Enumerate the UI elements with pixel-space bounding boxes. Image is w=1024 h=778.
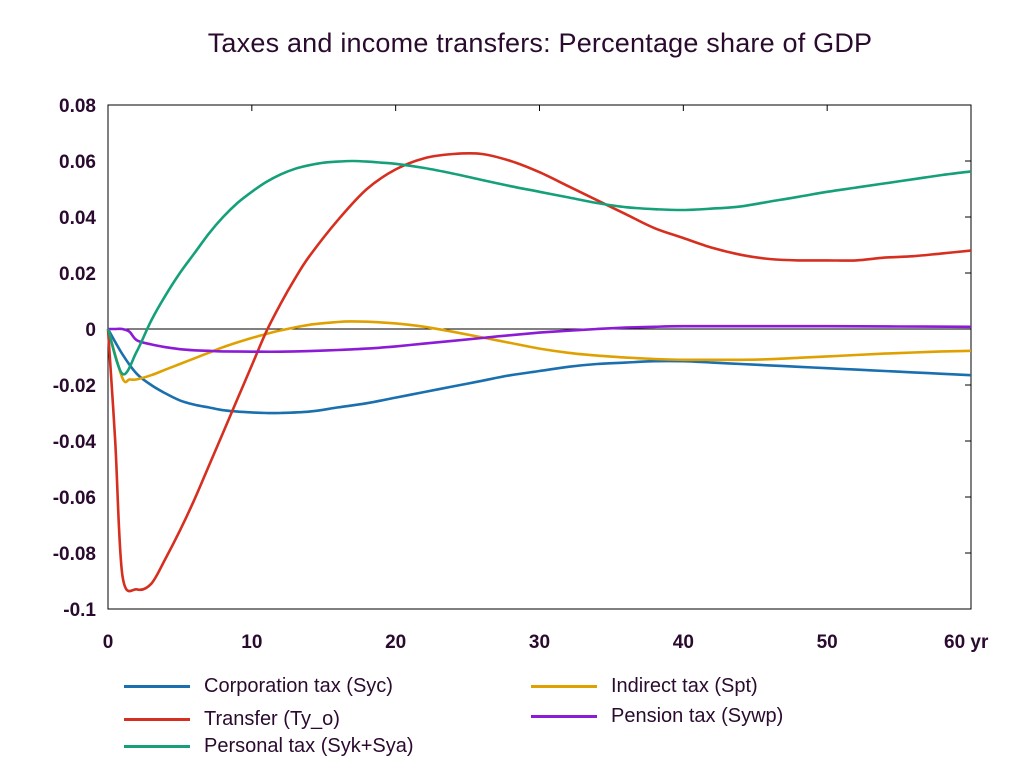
y-tick-label: 0.06 [59, 152, 96, 173]
x-tick-label: 20 [385, 632, 406, 653]
series-line-pension-tax-sywp [108, 324, 972, 354]
y-tick-label: -0.02 [53, 376, 96, 397]
x-axis: 0 10 20 30 40 50 60 yr [103, 105, 989, 653]
series-line-corporation-tax-syc [106, 328, 972, 415]
chart-title: Taxes and income transfers: Percentage s… [207, 28, 873, 58]
x-tick-label: 40 [673, 632, 694, 653]
y-axis: 0.08 0.06 0.04 0.02 0 -0.02 -0.04 -0.06 -0.08 -0.… [53, 96, 971, 621]
y-tick-label: -0.1 [63, 600, 96, 621]
series-line-indirect-tax-spt [106, 320, 972, 384]
y-tick-label: 0 [85, 320, 96, 341]
series-line-transfer-ty-o [106, 151, 972, 593]
y-tick-label: 0.08 [59, 96, 96, 117]
series-layer [106, 151, 972, 593]
x-tick-label: 60 yr [944, 632, 989, 653]
y-tick-label: -0.04 [53, 432, 97, 453]
x-tick-label: 10 [241, 632, 262, 653]
x-tick-label: 50 [817, 632, 838, 653]
x-tick-label: 30 [529, 632, 550, 653]
y-tick-label: -0.08 [53, 544, 96, 565]
y-tick-label: -0.06 [53, 488, 96, 509]
y-tick-label: 0.02 [59, 264, 96, 285]
series-line-personal-tax-syk-sya [106, 159, 972, 376]
y-tick-label: 0.04 [59, 208, 96, 229]
x-tick-label: 0 [103, 632, 114, 653]
